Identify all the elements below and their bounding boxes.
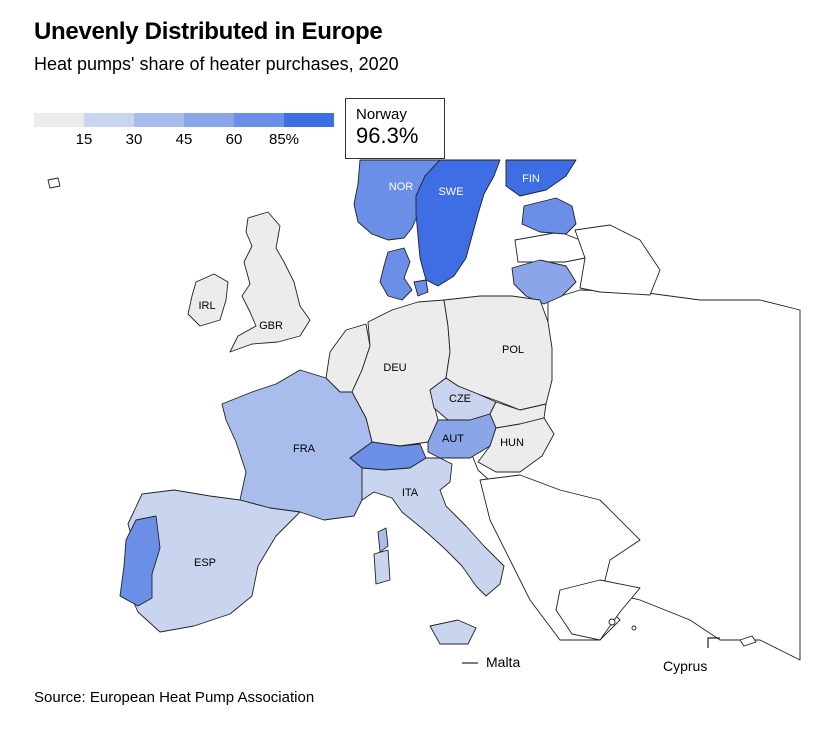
cyprus-shape	[739, 635, 757, 647]
label-malta: Malta	[486, 654, 520, 670]
label-cyprus: Cyprus	[663, 658, 707, 674]
legend-tick: 85%	[268, 131, 300, 148]
label-IRL: IRL	[198, 300, 215, 312]
uk-shetland	[47, 177, 61, 189]
sardinia	[373, 549, 391, 585]
country-FIN	[505, 159, 577, 197]
country-tooltip: Norway 96.3%	[345, 98, 445, 159]
corsica	[377, 527, 389, 553]
legend-tick: 60	[225, 131, 243, 148]
europe-map: NOR SWE FIN IRL GBR DEU POL CZE AUT HUN …	[47, 159, 801, 674]
legend-tick: 30	[125, 131, 143, 148]
country-LTU	[511, 259, 577, 305]
legend-ticks: 15 30 45 60 85%	[34, 127, 334, 148]
greece	[555, 579, 641, 641]
sicily	[429, 619, 477, 645]
island	[631, 625, 637, 631]
country-SWE	[415, 159, 501, 287]
label-DEU: DEU	[383, 362, 406, 374]
label-AUT: AUT	[442, 433, 464, 445]
country-HUN	[477, 417, 555, 473]
label-ITA: ITA	[402, 487, 419, 499]
legend-swatch	[284, 113, 334, 127]
country-DNK-islands	[413, 279, 429, 297]
country-PRT	[119, 515, 161, 607]
label-POL: POL	[502, 344, 524, 356]
latvia	[514, 231, 586, 263]
country-DNK	[379, 247, 413, 301]
label-CZE: CZE	[449, 393, 471, 405]
label-FRA: FRA	[293, 443, 316, 455]
country-EST	[521, 197, 577, 235]
label-SWE: SWE	[438, 186, 463, 198]
label-ESP: ESP	[194, 557, 216, 569]
legend-swatch	[34, 113, 84, 127]
label-NOR: NOR	[389, 181, 414, 193]
color-legend: 15 30 45 60 85%	[34, 113, 334, 148]
source-note: Source: European Heat Pump Association	[34, 689, 315, 706]
country-IRL	[187, 273, 229, 327]
legend-swatch	[234, 113, 284, 127]
legend-swatch	[134, 113, 184, 127]
tooltip-country: Norway	[356, 106, 407, 123]
legend-swatch	[184, 113, 234, 127]
country-ITA	[361, 457, 505, 597]
chart-subtitle: Heat pumps' share of heater purchases, 2…	[34, 54, 399, 74]
cyprus-pointer	[707, 637, 720, 648]
legend-tick: 15	[75, 131, 93, 148]
island	[608, 618, 616, 626]
tooltip-value: 96.3%	[356, 123, 419, 148]
label-HUN: HUN	[500, 437, 524, 449]
legend-swatch	[84, 113, 134, 127]
baltic-coast-east	[574, 224, 661, 296]
legend-swatches	[34, 113, 334, 127]
label-GBR: GBR	[259, 320, 283, 332]
legend-tick: 45	[175, 131, 193, 148]
label-FIN: FIN	[522, 173, 540, 185]
country-GBR	[229, 211, 311, 353]
chart-title: Unevenly Distributed in Europe	[34, 18, 383, 45]
